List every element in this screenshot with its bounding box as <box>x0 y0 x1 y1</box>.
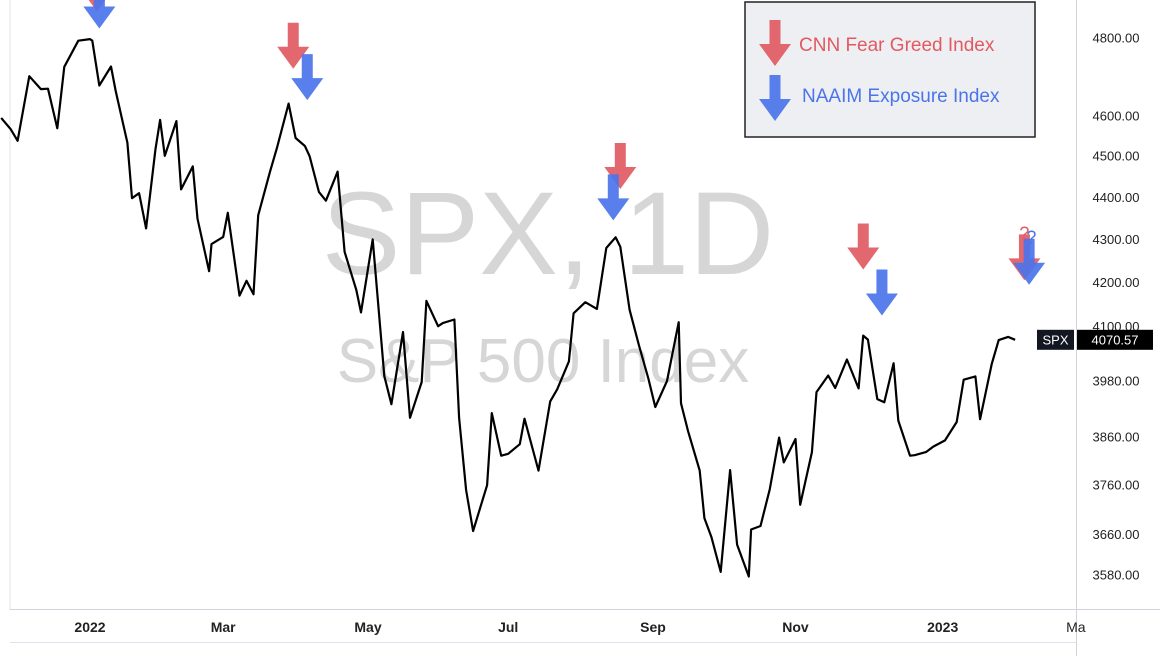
x-axis: 2022 Mar May Jul Sep Nov 2023 Ma <box>74 619 1085 635</box>
symbol-tag <box>1037 329 1074 350</box>
y-tick-label: 4600.00 <box>1093 108 1140 123</box>
x-tick-label: May <box>354 619 381 635</box>
x-tick-label: 2022 <box>74 619 105 635</box>
blue-arrow-down-icon <box>865 269 898 316</box>
y-tick-label: 4500.00 <box>1093 149 1140 164</box>
legend-red-arrow-icon <box>759 20 791 66</box>
watermark: SPX, 1D S&P 500 Index <box>322 168 775 396</box>
y-tick-label: 3580.00 <box>1093 568 1140 583</box>
annotations: ?? <box>83 0 1046 316</box>
last-price-label: SPX 4070.57 <box>1037 329 1153 350</box>
x-tick-label: 2023 <box>927 619 958 635</box>
x-tick-label: Mar <box>211 619 236 635</box>
legend-blue-arrow-icon <box>759 75 791 121</box>
legend-background <box>744 1 1036 138</box>
y-tick-label: 3980.00 <box>1093 374 1140 389</box>
legend-box: CNN Fear Greed Index NAAIM Exposure Inde… <box>744 1 1036 138</box>
last-price-text: 4070.57 <box>1092 332 1139 347</box>
x-tick-label: Nov <box>782 619 809 635</box>
y-tick-label: 3760.00 <box>1093 478 1140 493</box>
red-arrow-down-icon <box>847 223 880 270</box>
x-tick-label: Ma <box>1066 619 1086 635</box>
x-tick-label: Sep <box>640 619 666 635</box>
y-tick-label: 3660.00 <box>1093 527 1140 542</box>
question-mark: ? <box>1019 223 1029 243</box>
series-line-spx <box>0 38 1016 578</box>
y-tick-label: 3860.00 <box>1093 430 1140 445</box>
y-tick-label: 4200.00 <box>1093 275 1140 290</box>
blue-arrow-down-icon <box>291 54 324 101</box>
series-group <box>0 38 1016 578</box>
legend-label-naaim: NAAIM Exposure Index <box>802 86 1000 107</box>
y-axis: 4800.00 4600.00 4500.00 4400.00 4300.00 4200.… <box>1093 31 1140 583</box>
red-arrow-down-icon <box>277 22 310 69</box>
watermark-symbol: SPX, 1D <box>322 168 775 300</box>
legend-red-arrow-shape <box>759 20 791 66</box>
legend-blue-arrow-shape <box>759 75 791 121</box>
blue-arrow-down-icon <box>597 174 630 221</box>
y-tick-label: 4800.00 <box>1093 31 1140 46</box>
question-mark: ? <box>1026 228 1036 248</box>
y-tick-label: 4400.00 <box>1093 190 1140 205</box>
x-tick-label: Jul <box>498 619 518 635</box>
last-price-tag <box>1077 329 1153 350</box>
legend-label-cnn: CNN Fear Greed Index <box>799 35 995 56</box>
blue-arrow-down-icon <box>1013 238 1046 285</box>
symbol-tag-text: SPX <box>1042 332 1068 347</box>
blue-arrow-down-icon <box>83 0 116 29</box>
plot-frame <box>9 0 1160 656</box>
y-tick-label: 4300.00 <box>1093 232 1140 247</box>
